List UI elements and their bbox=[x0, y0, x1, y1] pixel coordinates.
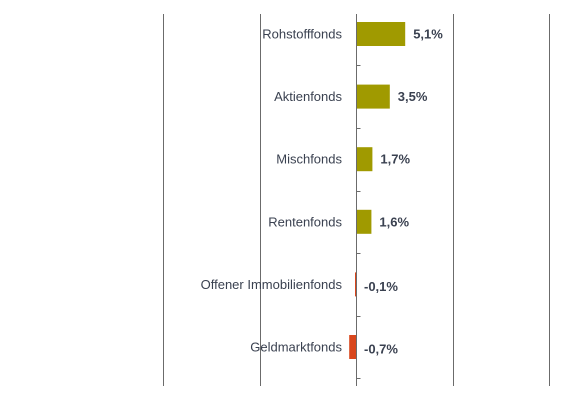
category-label: Mischfonds bbox=[276, 152, 342, 167]
gridlines bbox=[163, 14, 550, 386]
category-label: Aktienfonds bbox=[274, 89, 342, 104]
category-label: Rohstofffonds bbox=[262, 27, 342, 42]
data-label: 1,7% bbox=[380, 152, 410, 167]
category-label: Offener Immobilienfonds bbox=[201, 277, 343, 292]
bar-aktienfonds bbox=[356, 84, 390, 109]
data-label: 5,1% bbox=[413, 27, 443, 42]
bar-rentenfonds bbox=[356, 209, 372, 234]
bar-rohstofffonds bbox=[356, 22, 406, 46]
bars bbox=[349, 22, 406, 359]
data-label: 1,6% bbox=[379, 214, 409, 229]
bar-mischfonds bbox=[356, 147, 373, 172]
labels: Rohstofffonds 5,1% Aktienfonds 3,5% Mischfon… bbox=[201, 27, 444, 357]
data-label: -0,7% bbox=[364, 342, 398, 357]
bar-offener-immobilienfonds bbox=[355, 272, 356, 297]
category-label: Geldmarktfonds bbox=[250, 340, 342, 355]
category-label: Rentenfonds bbox=[268, 214, 342, 229]
data-label: -0,1% bbox=[364, 279, 398, 294]
zero-axis bbox=[356, 14, 361, 386]
data-label: 3,5% bbox=[398, 89, 428, 104]
bar-geldmarktfonds bbox=[349, 335, 356, 359]
